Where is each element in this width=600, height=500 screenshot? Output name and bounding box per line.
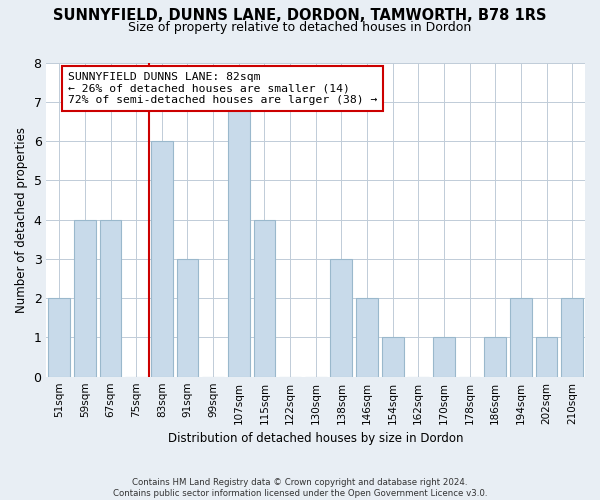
Bar	[176, 259, 199, 376]
Bar	[100, 220, 121, 376]
Bar	[536, 338, 557, 376]
Bar	[510, 298, 532, 376]
Text: SUNNYFIELD DUNNS LANE: 82sqm
← 26% of detached houses are smaller (14)
72% of se: SUNNYFIELD DUNNS LANE: 82sqm ← 26% of de…	[68, 72, 377, 105]
Bar	[151, 141, 173, 376]
Bar	[382, 338, 404, 376]
Bar	[74, 220, 96, 376]
X-axis label: Distribution of detached houses by size in Dordon: Distribution of detached houses by size …	[168, 432, 463, 445]
Bar	[228, 102, 250, 376]
Y-axis label: Number of detached properties: Number of detached properties	[15, 126, 28, 312]
Text: SUNNYFIELD, DUNNS LANE, DORDON, TAMWORTH, B78 1RS: SUNNYFIELD, DUNNS LANE, DORDON, TAMWORTH…	[53, 8, 547, 22]
Bar	[49, 298, 70, 376]
Text: Size of property relative to detached houses in Dordon: Size of property relative to detached ho…	[128, 21, 472, 34]
Bar	[254, 220, 275, 376]
Bar	[433, 338, 455, 376]
Bar	[331, 259, 352, 376]
Bar	[484, 338, 506, 376]
Bar	[356, 298, 378, 376]
Bar	[561, 298, 583, 376]
Text: Contains HM Land Registry data © Crown copyright and database right 2024.
Contai: Contains HM Land Registry data © Crown c…	[113, 478, 487, 498]
